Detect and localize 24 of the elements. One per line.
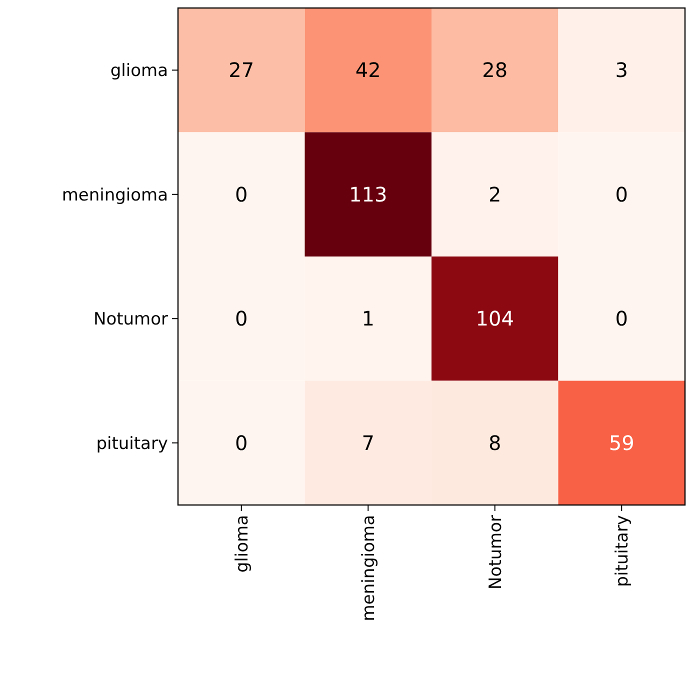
y-tick-label: pituitary bbox=[96, 434, 168, 454]
x-tick-label: glioma bbox=[232, 515, 252, 573]
data-label: 113 bbox=[349, 182, 388, 206]
data-label: 3 bbox=[615, 58, 628, 82]
x-tick-label: meningioma bbox=[359, 515, 380, 622]
data-label: 0 bbox=[235, 430, 248, 455]
data-label: 27 bbox=[228, 58, 254, 82]
data-label: 2 bbox=[488, 182, 502, 206]
x-tick-label: Notumor bbox=[486, 514, 506, 590]
data-label: 7 bbox=[362, 430, 374, 455]
y-tick-label: Notumor bbox=[93, 310, 168, 330]
data-label: 59 bbox=[608, 430, 634, 455]
data-label: 104 bbox=[476, 306, 514, 331]
data-label: 0 bbox=[235, 306, 248, 331]
y-tick-label: glioma bbox=[110, 61, 168, 82]
data-label: 42 bbox=[355, 58, 381, 82]
x-tick-label: pituitary bbox=[612, 515, 633, 587]
data-label: 1 bbox=[362, 306, 374, 331]
y-tick-label: meningioma bbox=[62, 185, 168, 206]
data-label: 0 bbox=[235, 182, 248, 206]
data-label: 8 bbox=[488, 430, 502, 455]
data-label: 28 bbox=[482, 58, 508, 82]
data-label: 0 bbox=[615, 182, 628, 206]
data-label: 0 bbox=[615, 306, 628, 331]
